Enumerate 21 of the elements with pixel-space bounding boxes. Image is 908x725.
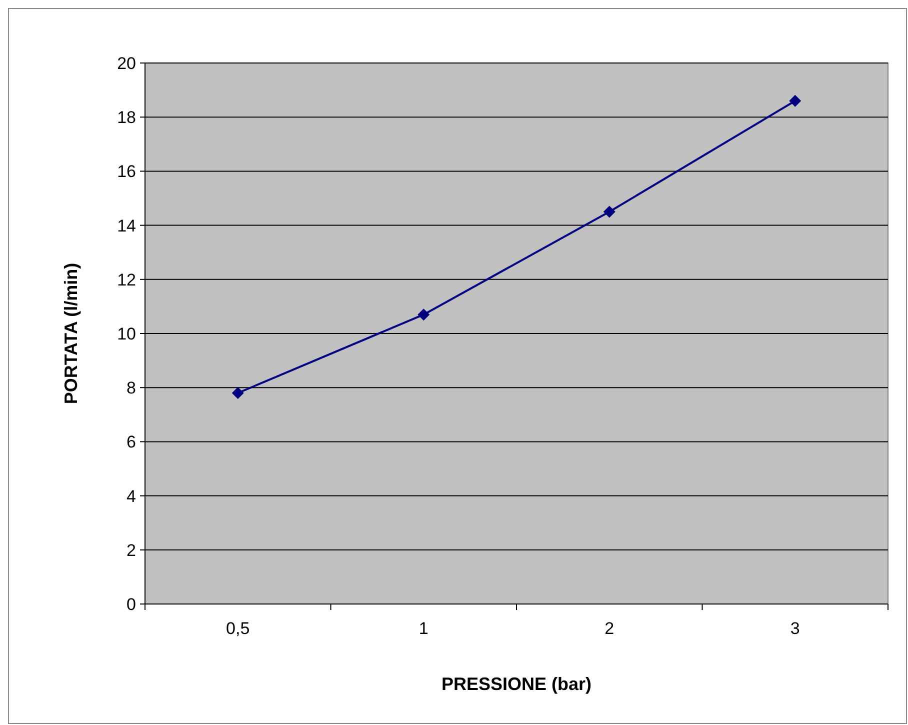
y-tick-label: 20 <box>117 54 136 73</box>
y-tick-label: 10 <box>117 324 136 344</box>
point <box>603 206 616 218</box>
x-tick-label: 2 <box>604 619 614 638</box>
y-axis-title: PORTATA (l/min) <box>61 262 81 404</box>
y-tick-label: 8 <box>126 378 136 398</box>
y-tick-label: 16 <box>117 162 136 182</box>
y-tick-label: 0 <box>126 594 136 614</box>
x-tick-label: 3 <box>790 619 800 638</box>
y-tick-label: 2 <box>126 540 136 560</box>
y-tick-label: 14 <box>117 216 136 236</box>
y-tick-label: 4 <box>126 486 136 506</box>
point <box>418 308 430 321</box>
y-tick-label: 18 <box>117 108 136 128</box>
x-tick-label: 1 <box>418 619 428 638</box>
point <box>789 94 802 107</box>
point <box>232 387 244 400</box>
y-tick-label: 12 <box>117 270 136 290</box>
x-tick-label: 0,5 <box>226 619 250 638</box>
x-axis-title: PRESSIONE (bar) <box>441 674 592 694</box>
y-tick-label: 6 <box>126 432 136 452</box>
